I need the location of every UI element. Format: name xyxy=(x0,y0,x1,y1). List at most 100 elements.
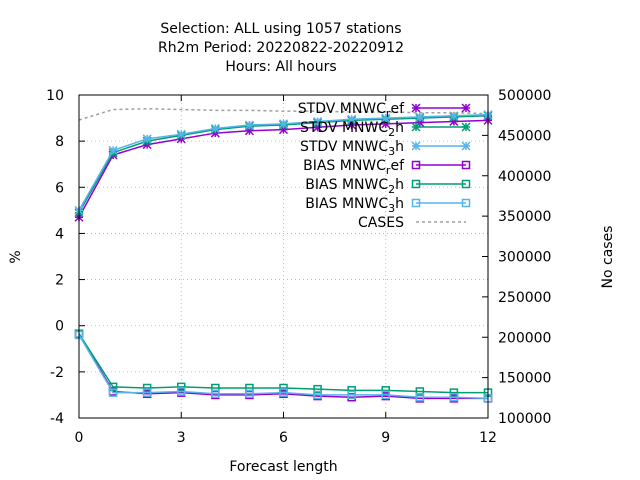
data-point xyxy=(142,134,152,144)
data-point xyxy=(381,113,391,123)
data-point xyxy=(279,383,288,393)
legend-label: BIAS MNWC2h xyxy=(305,177,404,196)
marker-stroke xyxy=(461,122,471,132)
marker-stroke xyxy=(313,117,323,127)
data-point xyxy=(381,390,390,400)
series-line xyxy=(78,107,489,121)
data-point xyxy=(210,123,220,133)
x-tick-label: 6 xyxy=(279,430,288,446)
data-point xyxy=(245,383,254,393)
data-point xyxy=(279,388,288,397)
y-axis-label: % xyxy=(8,250,24,263)
y-tick-label: 10 xyxy=(46,88,64,104)
legend-label: BIAS MNWC3h xyxy=(305,196,404,215)
legend-label-main: STDV MNWC xyxy=(300,120,388,136)
data-point xyxy=(313,117,323,127)
y-tick-label: 4 xyxy=(55,226,64,242)
legend-label-tail: h xyxy=(395,196,404,212)
marker-stroke xyxy=(108,145,118,155)
x-tick-label: 12 xyxy=(479,430,497,446)
marker-stroke xyxy=(411,103,421,113)
legend-label: BIAS MNWCref xyxy=(303,158,405,177)
legend-label-main: BIAS MNWC xyxy=(303,158,386,174)
legend-label-sub: r xyxy=(386,164,391,177)
data-point xyxy=(411,122,421,132)
x-axis-ticks: 0 3 6 9 12 xyxy=(75,95,497,446)
data-point xyxy=(244,120,254,130)
title-line: Selection: ALL using 1057 stations xyxy=(160,21,401,37)
data-point xyxy=(347,386,356,395)
data-point xyxy=(381,386,390,395)
legend-item: STDV MNWC2h xyxy=(300,120,471,139)
y-tick-label: 0 xyxy=(55,319,64,335)
data-point xyxy=(278,119,289,129)
y2-tick-label: 150000 xyxy=(498,371,551,387)
marker-stroke xyxy=(142,134,152,144)
plot-frame xyxy=(78,94,489,419)
title-line: Hours: All hours xyxy=(225,59,336,75)
legend-label: STDV MNWC3h xyxy=(300,139,404,158)
legend-label-sub: 2 xyxy=(388,183,395,196)
y-tick-label: -4 xyxy=(50,411,64,427)
data-point xyxy=(449,388,459,397)
y2-tick-label: 300000 xyxy=(498,250,551,266)
series-line xyxy=(78,333,488,394)
y2-tick-label: 250000 xyxy=(498,290,551,306)
data-point xyxy=(211,383,220,393)
data-point xyxy=(177,387,186,396)
legend-label-tail: h xyxy=(395,177,404,193)
y-tick-label: 6 xyxy=(55,180,64,196)
legend-label-sub: 2 xyxy=(388,126,395,139)
y2-tick-label: 500000 xyxy=(498,88,551,104)
legend-label: STDV MNWC2h xyxy=(300,120,404,139)
series-line xyxy=(78,334,489,400)
marker-stroke xyxy=(415,112,425,122)
data-point xyxy=(411,198,421,208)
x-tick-label: 9 xyxy=(381,430,390,446)
data-point xyxy=(108,388,118,397)
data-point xyxy=(461,160,471,170)
y-tick-label: 2 xyxy=(55,273,64,289)
data-point xyxy=(415,387,425,396)
marker-stroke xyxy=(278,119,289,129)
x-tick-label: 0 xyxy=(75,430,84,446)
data-point xyxy=(411,160,421,170)
data-point xyxy=(415,392,425,402)
data-point xyxy=(211,389,220,399)
data-point xyxy=(347,114,357,124)
data-point xyxy=(415,112,425,122)
data-point xyxy=(245,389,254,399)
legend-label: CASES xyxy=(358,215,404,231)
y2-tick-label: 100000 xyxy=(498,411,551,427)
marker-stroke xyxy=(461,103,471,113)
legend-label-main: BIAS MNWC xyxy=(305,177,388,193)
data-point xyxy=(313,384,322,394)
y2-tick-label: 350000 xyxy=(498,209,551,225)
legend-label-main: STDV MNWC xyxy=(298,101,386,117)
marker-stroke xyxy=(347,114,357,124)
marker-stroke xyxy=(461,141,471,151)
y2-tick-label: 200000 xyxy=(498,330,551,346)
y-axis-ticks: -4 -2 0 2 4 6 8 10 xyxy=(46,88,85,427)
series-cases xyxy=(78,107,489,121)
data-point xyxy=(176,129,186,139)
data-point xyxy=(449,392,459,402)
x-tick-label: 3 xyxy=(177,430,186,446)
legend-item: BIAS MNWC2h xyxy=(305,177,471,196)
legend-item: STDV MNWC3h xyxy=(300,139,471,158)
title-line: Rh2m Period: 20220822-20220912 xyxy=(158,40,404,56)
legend-label-tail: h xyxy=(395,139,404,155)
marker-stroke xyxy=(381,113,391,123)
legend-item: BIAS MNWC3h xyxy=(305,196,471,215)
legend-label-main: BIAS MNWC xyxy=(305,196,388,212)
data-point xyxy=(108,145,118,155)
x-axis-label: Forecast length xyxy=(229,459,337,475)
data-point xyxy=(461,122,471,132)
data-point xyxy=(347,390,356,400)
legend-item: BIAS MNWCref xyxy=(303,158,471,177)
y-tick-label: -2 xyxy=(50,365,64,381)
data-point xyxy=(461,141,471,151)
data-point xyxy=(177,382,186,392)
